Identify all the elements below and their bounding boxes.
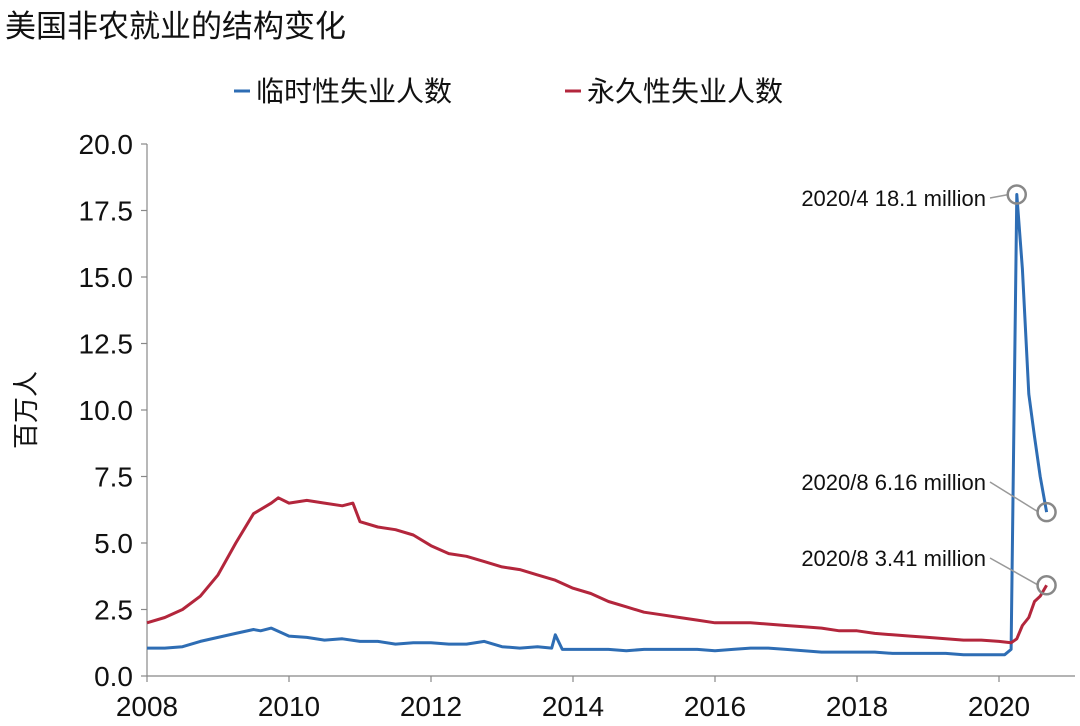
plot-lines [146, 193, 1049, 657]
x-tick-label: 2018 [826, 691, 888, 722]
y-tick-label: 0.0 [94, 661, 133, 692]
annotation-marker [1036, 575, 1057, 596]
y-tick-label: 10.0 [79, 395, 134, 426]
annotation-marker [1006, 184, 1027, 205]
y-tick-label: 15.0 [79, 262, 134, 293]
x-tick-label: 2016 [684, 691, 746, 722]
y-tick-label: 20.0 [79, 129, 134, 160]
annotation-leader [989, 557, 1039, 586]
y-tick-label: 7.5 [94, 462, 133, 493]
x-axis: 2008 2010 2012 2014 2016 2018 2020 [116, 675, 1075, 722]
x-tick-label: 2020 [968, 691, 1030, 722]
x-tick-label: 2012 [400, 691, 462, 722]
annotation-label: 2020/4 18.1 million [801, 186, 986, 211]
legend-label-perm: 永久性失业人数 [587, 75, 783, 108]
series-line-temp [147, 193, 1049, 657]
x-tick-label: 2008 [116, 691, 178, 722]
y-axis: 0.0 2.5 5.0 7.5 10.0 12.5 15.0 17.5 20.0 [79, 129, 148, 692]
y-tick-label: 17.5 [79, 196, 134, 227]
legend: 临时性失业人数 永久性失业人数 [234, 75, 783, 108]
legend-label-temp: 临时性失业人数 [256, 75, 452, 108]
annotation-marker [1036, 501, 1057, 523]
annotation-label: 2020/8 3.41 million [801, 546, 986, 571]
annotations: 2020/4 18.1 million 2020/8 6.16 million 20… [801, 184, 1057, 596]
y-tick-label: 12.5 [79, 329, 134, 360]
annotation-leader [989, 481, 1039, 513]
y-axis-label: 百万人 [12, 371, 42, 449]
annotation-label: 2020/8 6.16 million [801, 470, 986, 495]
x-tick-label: 2010 [258, 691, 320, 722]
annotation-leader [989, 193, 1009, 199]
series-line-perm [146, 496, 1048, 645]
chart-title: 美国非农就业的结构变化 [5, 9, 346, 45]
y-tick-label: 2.5 [94, 595, 133, 626]
y-tick-label: 5.0 [94, 528, 133, 559]
x-tick-label: 2014 [542, 691, 604, 722]
